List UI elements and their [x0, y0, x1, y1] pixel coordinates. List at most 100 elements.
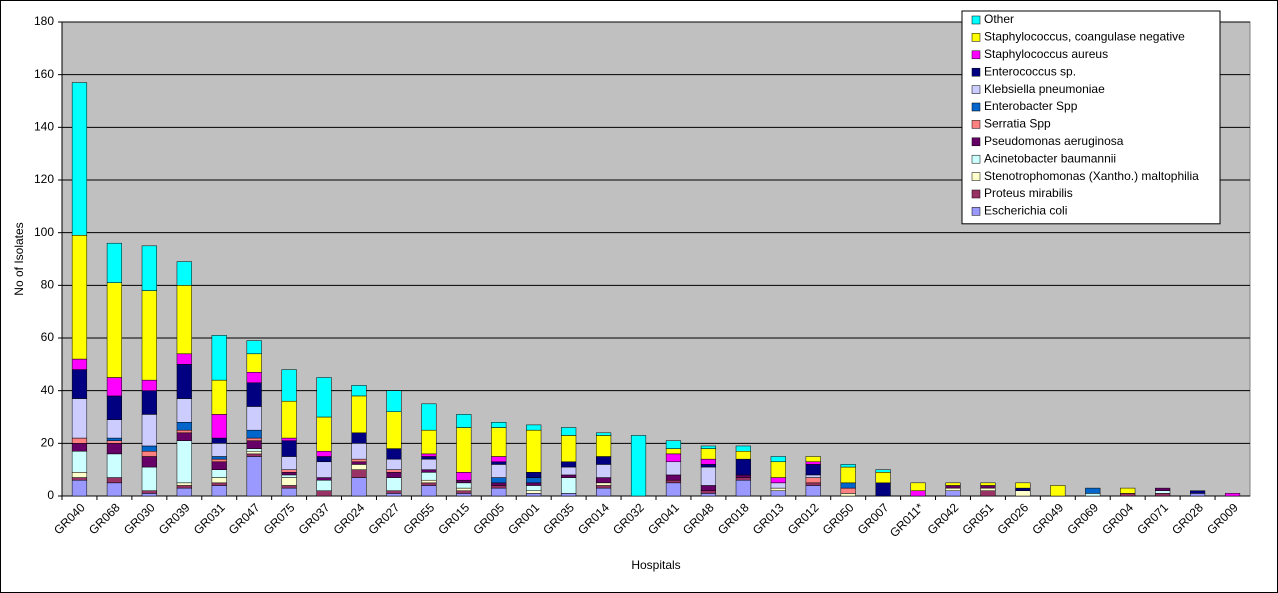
bar-segment: [281, 440, 297, 457]
bar-segment: [596, 435, 612, 457]
bar-segment: [351, 443, 367, 460]
bar-segment: [176, 353, 192, 365]
bar-segment: [281, 437, 297, 441]
bar-segment: [351, 477, 367, 497]
bar-segment: [386, 472, 402, 478]
bar-segment: [176, 482, 192, 486]
bar-segment: [561, 435, 577, 463]
bar-segment: [246, 340, 262, 355]
bar-segment: [456, 482, 472, 489]
bar-segment: [141, 414, 157, 447]
legend-swatch: [971, 154, 981, 164]
bar-segment: [246, 456, 262, 497]
bar-segment: [421, 403, 437, 431]
bar-segment: [491, 456, 507, 463]
legend-label: Pseudomonas aeruginosa: [984, 134, 1124, 148]
bar-segment: [491, 487, 507, 497]
bar-segment: [141, 456, 157, 468]
bar-segment: [421, 456, 437, 460]
bar-segment: [491, 482, 507, 486]
bar-segment: [211, 485, 227, 497]
bar-segment: [875, 482, 891, 497]
bar-segment: [491, 477, 507, 484]
bar-segment: [316, 477, 332, 481]
legend-swatch: [971, 102, 981, 112]
legend-swatch: [971, 50, 981, 60]
bar-segment: [875, 469, 891, 473]
bar-segment: [456, 414, 472, 428]
bar-segment: [805, 477, 821, 484]
bar-segment: [316, 479, 332, 491]
bar-segment: [281, 400, 297, 439]
bar-segment: [980, 482, 996, 486]
bar-segment: [491, 485, 507, 489]
bar-segment: [106, 395, 122, 420]
bar-segment: [211, 482, 227, 486]
bar-segment: [840, 493, 856, 497]
bar-segment: [491, 461, 507, 465]
bar-segment: [456, 487, 472, 491]
y-tick-label: 0: [47, 488, 54, 502]
bar-segment: [141, 379, 157, 391]
bar-segment: [246, 371, 262, 384]
bar-segment: [141, 290, 157, 381]
bar-segment: [980, 485, 996, 489]
bar-segment: [456, 479, 472, 484]
legend-swatch: [971, 207, 981, 216]
bar-segment: [246, 429, 262, 439]
bar-segment: [71, 477, 88, 481]
bar-segment: [246, 440, 262, 449]
bar-segment: [71, 82, 88, 236]
bar-segment: [211, 437, 227, 444]
bar-segment: [351, 469, 367, 478]
bar-segment: [1224, 493, 1241, 497]
bar-segment: [805, 456, 821, 463]
bar-segment: [316, 490, 332, 497]
bar-segment: [281, 469, 297, 473]
legend-label: Serratia Spp: [984, 117, 1051, 131]
bar-segment: [141, 390, 157, 415]
bar-segment: [1050, 485, 1066, 497]
bar-segment: [1155, 487, 1171, 491]
bar-segment: [281, 456, 297, 470]
bar-segment: [526, 493, 542, 497]
bar-segment: [805, 474, 821, 478]
bar-segment: [106, 477, 122, 484]
bar-segment: [805, 482, 821, 486]
bar-segment: [351, 432, 367, 444]
bar-segment: [665, 461, 682, 476]
bar-segment: [596, 487, 612, 497]
bar-segment: [1015, 487, 1031, 491]
bar-segment: [246, 353, 262, 373]
bar-segment: [281, 369, 297, 402]
bar-segment: [246, 453, 262, 457]
bar-segment: [980, 490, 996, 497]
bar-segment: [596, 464, 612, 478]
bar-segment: [526, 424, 542, 431]
legend-label: Other: [984, 12, 1014, 26]
bar-segment: [630, 435, 647, 497]
y-tick-label: 100: [34, 225, 54, 239]
legend-label: Acinetobacter baumannii: [984, 151, 1116, 165]
bar-segment: [770, 456, 786, 463]
bar-segment: [71, 472, 88, 478]
bar-segment: [106, 437, 122, 441]
bar-segment: [421, 429, 437, 455]
bar-segment: [456, 472, 472, 481]
bar-segment: [386, 469, 402, 473]
bar-segment: [386, 490, 402, 494]
bar-segment: [840, 466, 856, 484]
bar-segment: [141, 466, 157, 491]
y-tick-label: 180: [34, 14, 54, 28]
bar-segment: [421, 482, 437, 486]
bar-segment: [735, 450, 751, 460]
bar-segment: [386, 477, 402, 491]
bar-segment: [211, 469, 227, 478]
bar-segment: [805, 461, 821, 465]
bar-segment: [421, 479, 437, 484]
bar-segment: [735, 474, 751, 478]
bar-segment: [910, 482, 926, 491]
bar-segment: [805, 485, 821, 497]
legend-label: Enterococcus sp.: [984, 64, 1076, 78]
